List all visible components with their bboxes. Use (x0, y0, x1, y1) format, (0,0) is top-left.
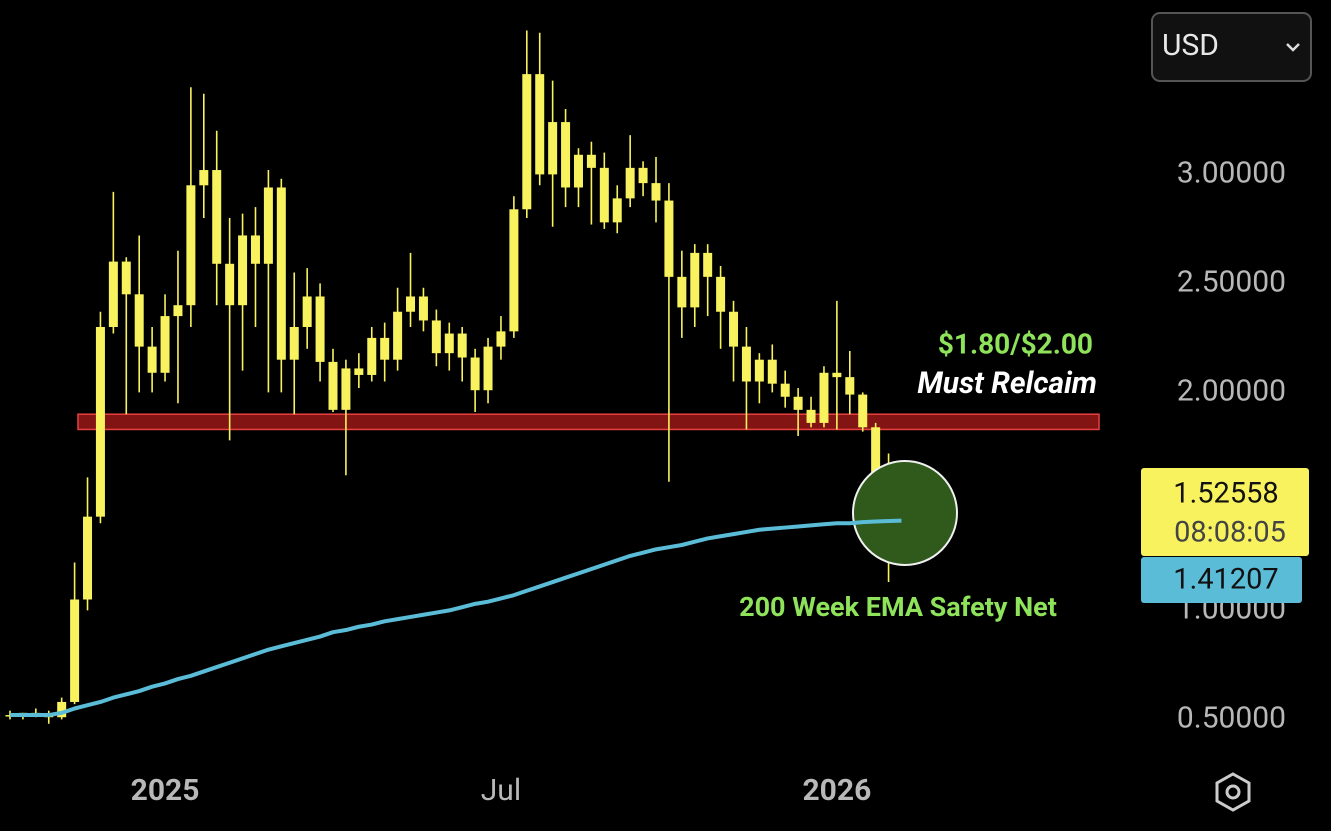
candle-body (367, 337, 377, 375)
settings-icon[interactable] (1215, 772, 1251, 812)
candle-body (522, 74, 532, 210)
candle-body (225, 263, 235, 306)
candle-body (418, 296, 428, 321)
candle-body (806, 409, 816, 423)
candle-body (664, 200, 674, 277)
candle-body (548, 122, 558, 175)
candle-body (780, 383, 790, 397)
candle-body (690, 252, 700, 308)
candle-body (638, 167, 648, 184)
candle-body (703, 252, 713, 277)
candle-body (496, 331, 506, 347)
candle-body (289, 327, 299, 360)
candle-body (457, 333, 467, 358)
overlay: 1.52558 08:08:05 1.41207 (10, 468, 1309, 718)
candle-body (393, 311, 403, 360)
candle-body (57, 701, 67, 718)
candle-body (612, 198, 622, 223)
candle-body (147, 346, 157, 373)
countdown: 08:08:05 (1174, 516, 1286, 550)
candle-body (871, 427, 881, 480)
candle-body (354, 368, 364, 375)
resistance-zone (77, 413, 1100, 431)
last-price-box (1141, 468, 1309, 556)
last-price: 1.52558 (1173, 477, 1278, 511)
ema-price: 1.41207 (1173, 563, 1278, 597)
candle-body (832, 372, 842, 378)
candle-body (483, 346, 493, 391)
candle-body (70, 599, 80, 702)
candle-body (651, 183, 661, 201)
candle-body (470, 357, 480, 391)
candle-body (250, 235, 260, 264)
candle-body (276, 187, 286, 360)
candle-body (625, 167, 635, 199)
candle-body (199, 170, 209, 186)
candle-body (729, 311, 739, 347)
currency-dropdown[interactable]: USD (1151, 12, 1312, 82)
ema-line (10, 518, 902, 718)
x-tick-label: 2026 (802, 773, 871, 808)
annotation: Must Relcaim (917, 366, 1097, 401)
candle-body (716, 276, 726, 312)
candle-body (509, 209, 519, 332)
candle-body (444, 333, 454, 354)
settings-icon-core[interactable] (1225, 784, 1241, 800)
candle-body (599, 167, 609, 223)
candle-body (845, 377, 855, 395)
candle-body (767, 359, 777, 384)
candle-body (83, 516, 93, 600)
y-tick-label: 0.50000 (1177, 700, 1286, 735)
y-tick-label: 3.00000 (1177, 155, 1286, 190)
candle-body (212, 170, 222, 264)
candle-body (95, 327, 105, 517)
candle-body (134, 294, 144, 347)
settings-button[interactable] (1215, 772, 1251, 812)
candle-body (573, 154, 583, 188)
candle-body (121, 261, 131, 295)
chevron[interactable] (1286, 43, 1300, 52)
x-tick-label: 2025 (131, 773, 200, 808)
y-tick-label: 2.00000 (1177, 373, 1286, 408)
candle-body (561, 122, 571, 188)
candle-body (173, 305, 183, 317)
dropdown-box[interactable] (1151, 12, 1312, 82)
ema-price-box (1141, 557, 1302, 603)
candle-body (315, 296, 325, 362)
dropdown-label[interactable]: USD (1162, 28, 1219, 63)
annotation: $1.80/$2.00 (938, 327, 1093, 360)
y-tick-label: 2.50000 (1177, 264, 1286, 299)
candle-body (858, 394, 868, 428)
candle-body (108, 261, 118, 327)
candle-body (341, 368, 351, 410)
highlight-circle (852, 460, 958, 566)
candle-body (263, 187, 273, 264)
candle-body (186, 185, 196, 306)
candle-body (741, 346, 751, 382)
candle-body (431, 320, 441, 354)
x-tick-label: Jul (481, 773, 521, 808)
candle-body (328, 361, 338, 410)
candle-body (535, 74, 545, 175)
candle-body (754, 359, 764, 382)
candle-body (406, 296, 416, 312)
annotation: 200 Week EMA Safety Net (739, 591, 1057, 623)
candle-body (160, 316, 170, 373)
candle-body (380, 337, 390, 360)
candle-body (586, 154, 596, 168)
candle-body (238, 235, 248, 306)
candle-body (793, 396, 803, 410)
candle-body (677, 276, 687, 308)
candle-body (302, 296, 312, 327)
candle-body (819, 372, 829, 423)
